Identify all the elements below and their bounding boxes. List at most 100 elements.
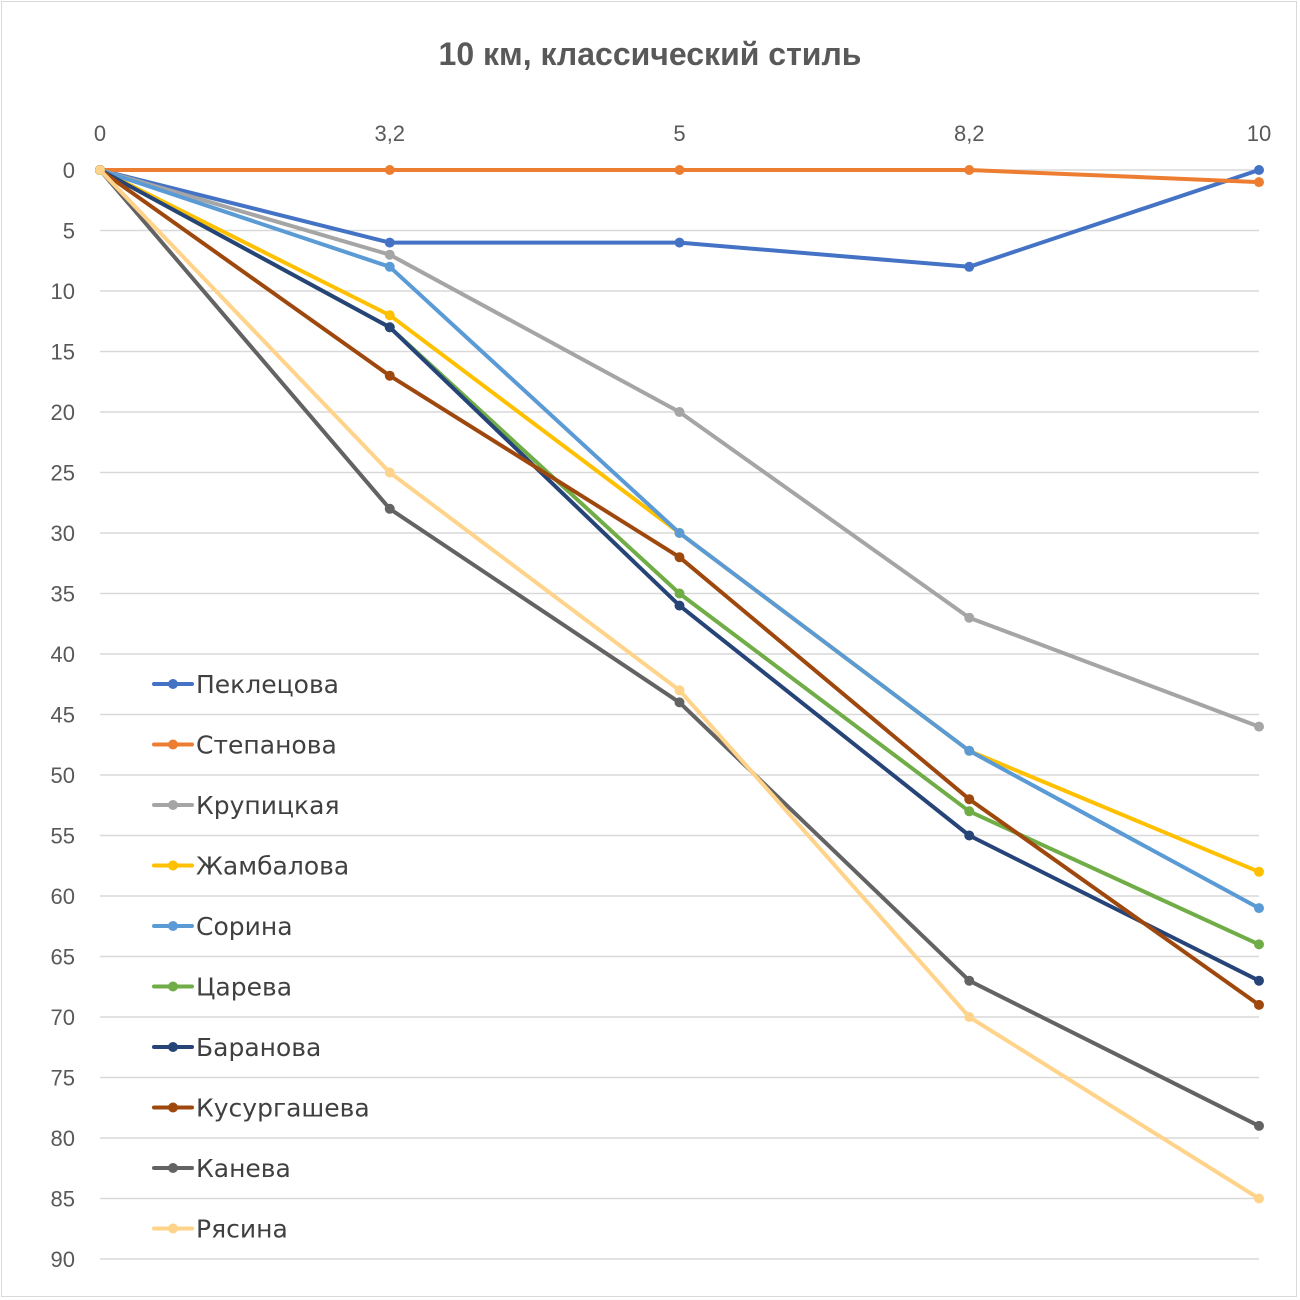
series-Степанова [95, 165, 1264, 188]
y-tick-label: 75 [51, 1066, 75, 1091]
data-point [384, 503, 395, 514]
y-tick-label: 5 [63, 219, 75, 244]
y-tick-label: 40 [51, 642, 75, 667]
data-point [964, 745, 975, 756]
data-point [384, 249, 395, 260]
y-tick-label: 45 [51, 703, 75, 728]
legend-marker [168, 1042, 178, 1052]
data-point [384, 467, 395, 478]
data-point [964, 261, 975, 272]
y-tick-label: 90 [51, 1247, 75, 1272]
y-tick-label: 25 [51, 461, 75, 486]
data-point [674, 685, 685, 696]
legend-marker [168, 1223, 178, 1234]
legend-item: Канева [152, 1154, 291, 1183]
y-tick-label: 15 [51, 340, 75, 365]
data-point [964, 612, 975, 623]
data-point [964, 1012, 975, 1022]
data-point [384, 322, 395, 333]
legend-item: Степанова [152, 731, 337, 760]
legend-label: Рясина [196, 1215, 288, 1244]
legend-item: Пеклецова [152, 670, 339, 699]
legend-label: Канева [196, 1154, 291, 1183]
legend-marker [168, 921, 178, 931]
legend-item: Сорина [152, 912, 293, 941]
legend-label: Жамбалова [196, 852, 349, 881]
data-point [674, 697, 685, 708]
legend-label: Сорина [196, 912, 293, 941]
legend-item: Жамбалова [152, 852, 349, 881]
series-Баранова [95, 165, 1264, 986]
data-point [964, 794, 975, 805]
data-point [674, 237, 685, 248]
legend-marker [168, 1163, 178, 1173]
y-tick-label: 55 [51, 824, 75, 849]
data-point [674, 552, 685, 563]
series-line [98, 168, 1261, 729]
legend-label: Пеклецова [196, 670, 339, 699]
y-axis-ticks: 0 5 10 15 20 25 30 35 40 45 50 55 60 65 70 75 80 85 90 [51, 158, 75, 1272]
y-tick-label: 35 [51, 582, 75, 607]
legend-label: Царева [196, 973, 292, 1002]
legend-marker [168, 981, 178, 992]
legend-label: Кусургашева [196, 1094, 370, 1123]
y-tick-label: 65 [51, 945, 75, 970]
x-tick-label: 10 [1247, 121, 1271, 146]
series-line [98, 168, 1261, 874]
data-point [1254, 999, 1264, 1010]
legend-marker [168, 1102, 178, 1113]
data-point [1254, 1120, 1264, 1131]
legend-label: Крупицкая [196, 791, 339, 820]
series-line [98, 168, 1261, 269]
legend-label: Степанова [196, 731, 337, 760]
data-point [384, 165, 395, 175]
legend-item: Царева [152, 973, 292, 1002]
data-point [1254, 939, 1264, 950]
legend-marker [168, 800, 178, 810]
data-point [674, 165, 685, 175]
series-Крупицкая [95, 165, 1264, 732]
series-Кусургашева [95, 165, 1264, 1010]
y-tick-label: 20 [51, 400, 75, 425]
legend-item: Рясина [152, 1215, 288, 1244]
series-Рясина [95, 165, 1264, 1204]
data-point [674, 588, 685, 599]
data-point [384, 261, 395, 272]
data-point [674, 528, 685, 538]
data-point [95, 165, 105, 175]
data-point [964, 806, 975, 817]
data-point [1254, 177, 1264, 188]
data-point [964, 165, 975, 175]
data-point [1254, 165, 1264, 175]
x-tick-label: 3,2 [374, 121, 405, 146]
data-point [1254, 721, 1264, 732]
data-point [674, 600, 685, 611]
data-point [964, 830, 975, 841]
legend-label: Баранова [196, 1033, 321, 1062]
y-tick-label: 60 [51, 884, 75, 909]
y-tick-label: 50 [51, 763, 75, 788]
data-point [1254, 903, 1264, 914]
legend: Пеклецова Степанова Крупицкая Жамбалова Сори… [152, 670, 370, 1244]
x-tick-label: 8,2 [954, 121, 985, 146]
x-tick-label: 0 [94, 121, 106, 146]
chart-title: 10 км, классический стиль [438, 36, 862, 72]
legend-item: Кусургашева [152, 1094, 370, 1123]
x-axis-ticks: 0 3,2 5 8,2 10 [94, 121, 1271, 146]
x-tick-label: 5 [673, 121, 685, 146]
data-point [674, 407, 685, 417]
data-point [384, 237, 395, 248]
legend-marker [168, 679, 178, 689]
y-tick-label: 0 [63, 158, 75, 183]
data-point [1254, 1193, 1264, 1204]
legend-item: Крупицкая [152, 791, 339, 820]
data-point [384, 310, 395, 321]
y-tick-label: 30 [51, 521, 75, 546]
legend-item: Баранова [152, 1033, 321, 1062]
data-point [1254, 975, 1264, 986]
gridlines [100, 169, 1259, 1260]
y-tick-label: 85 [51, 1187, 75, 1212]
y-tick-label: 70 [51, 1005, 75, 1030]
